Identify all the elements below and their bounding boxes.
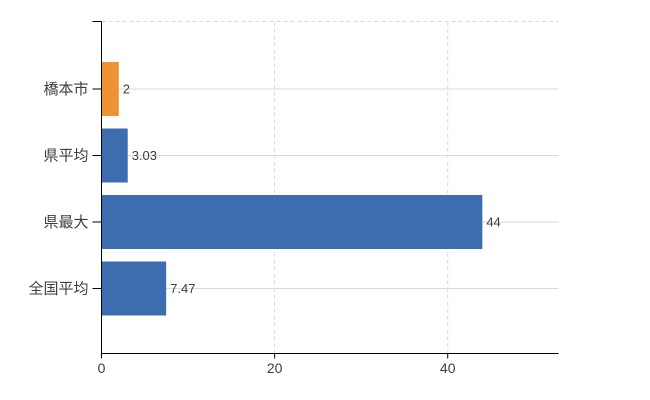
value-label: 2: [123, 82, 130, 97]
bar-橋本市: [101, 62, 119, 116]
x-tick-label: 20: [267, 360, 283, 376]
category-label: 橋本市: [43, 81, 88, 98]
bar-県平均: [101, 128, 128, 183]
category-label: 県平均: [43, 148, 88, 165]
value-label: 7.47: [170, 281, 195, 296]
chart-value-labels: 2 3.03 44 7.47: [123, 82, 501, 297]
value-label: 3.03: [132, 148, 157, 163]
category-label: 全国平均: [28, 280, 88, 298]
bar-全国平均: [101, 261, 167, 316]
x-tick-label: 40: [440, 360, 456, 376]
category-label: 県最大: [43, 214, 88, 231]
chart-axes: [92, 21, 559, 359]
chart-gridlines: [101, 21, 559, 354]
chart-bars: [101, 62, 483, 316]
x-tick-label: 0: [98, 360, 106, 376]
bar-県最大: [101, 195, 483, 249]
value-label: 44: [486, 215, 500, 230]
chart-xtick-labels: 0 20 40: [98, 360, 456, 376]
